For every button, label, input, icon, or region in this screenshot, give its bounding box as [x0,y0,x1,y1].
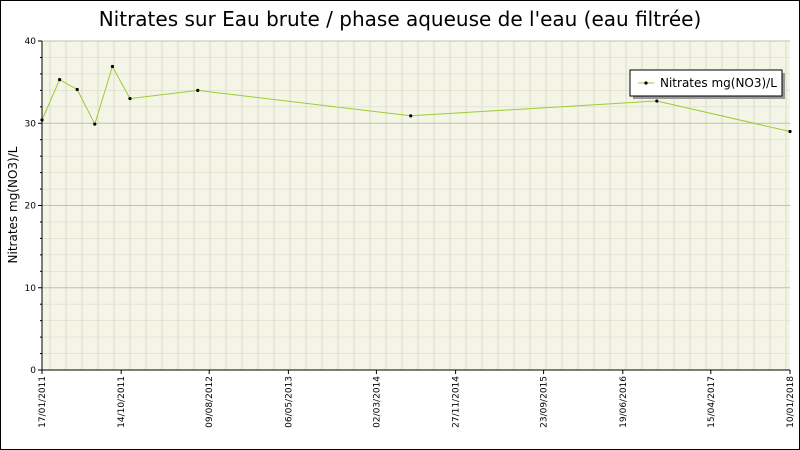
chart-title: Nitrates sur Eau brute / phase aqueuse d… [99,7,702,31]
x-tick-label: 15/04/2017 [707,376,717,428]
data-point [75,87,79,92]
grid-layer [42,40,790,370]
x-tick-label: 27/11/2014 [452,376,462,428]
data-point [58,78,62,82]
legend: Nitrates mg(NO3)/L [629,69,785,99]
legend-box [629,69,783,97]
x-tick-label: 02/03/2014 [372,376,382,428]
y-tick-label: 10 [25,284,37,294]
x-tick-label: 09/08/2012 [205,376,215,428]
y-tick-label: 30 [25,119,37,129]
series-layer [40,64,792,134]
x-tick-label: 14/10/2011 [117,376,127,428]
x-tick-label: 23/09/2015 [540,376,550,428]
legend-label: Nitrates mg(NO3)/L [660,76,777,90]
x-tick-label: 17/01/2011 [38,376,48,428]
x-tick-label: 19/06/2016 [619,376,629,428]
data-point [40,118,44,122]
y-tick-labels: 0 10 20 30 40 [25,37,42,376]
y-axis-label: Nitrates mg(NO3)/L [6,146,20,263]
x-tick-label: 06/05/2013 [284,376,294,428]
series-line [41,65,791,132]
y-tick-label: 0 [30,366,36,376]
data-point [93,122,97,126]
data-point [788,129,792,134]
data-point [655,99,659,103]
legend-marker [644,81,648,85]
x-tick-label: 10/01/2018 [786,376,796,428]
data-point [409,114,413,118]
data-point [196,88,200,92]
x-tick-labels: 17/01/2011 14/10/2011 09/08/2012 06/05/2013… [38,370,796,428]
y-tick-label: 20 [25,202,37,212]
y-tick-label: 40 [25,37,37,47]
data-point [110,64,114,69]
data-point [128,96,132,101]
